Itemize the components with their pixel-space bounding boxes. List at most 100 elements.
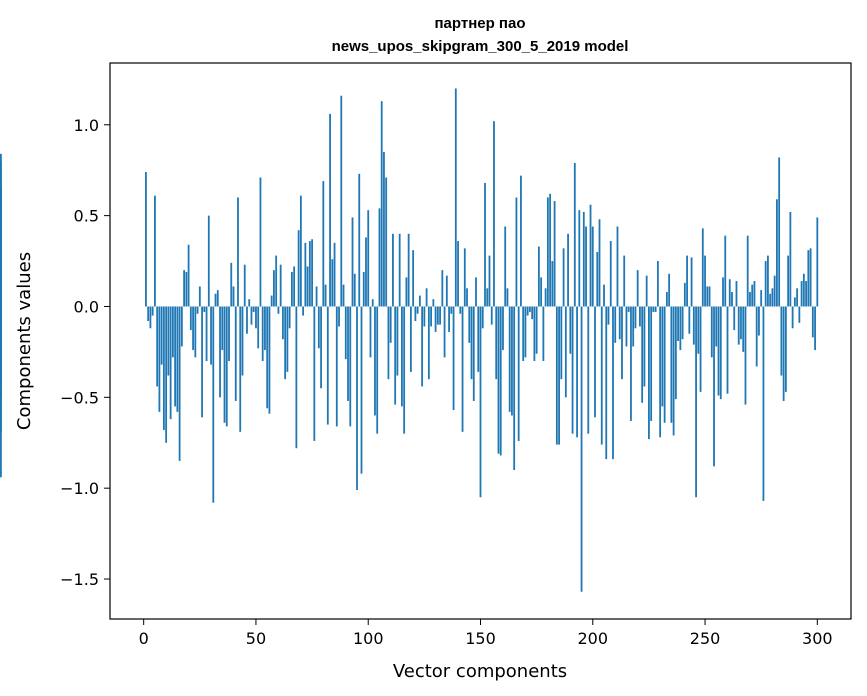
x-tick-label: 150 bbox=[465, 629, 496, 648]
bar-component-97 bbox=[360, 306, 363, 474]
bar-component-184 bbox=[555, 306, 558, 445]
bar-component-99 bbox=[365, 237, 367, 307]
bar-component-111 bbox=[392, 233, 394, 307]
bar-component-257 bbox=[719, 306, 722, 400]
bar-component-246 bbox=[695, 306, 697, 498]
bar-component-25 bbox=[198, 286, 201, 307]
bar-component-208 bbox=[609, 241, 612, 307]
bar-component-195 bbox=[580, 306, 583, 592]
bar-component-58 bbox=[273, 270, 275, 307]
bar-component-252 bbox=[708, 286, 711, 307]
bar-component-181 bbox=[549, 193, 552, 307]
bar-component-203 bbox=[598, 219, 601, 307]
bar-component-253 bbox=[710, 306, 713, 358]
bar-component-238 bbox=[677, 306, 679, 341]
bar-component-196 bbox=[582, 211, 585, 307]
bar-component-57 bbox=[270, 295, 273, 307]
bar-component-250 bbox=[704, 255, 706, 307]
bar-component-140 bbox=[457, 241, 459, 307]
bar-component-282 bbox=[776, 199, 778, 307]
bar-component-272 bbox=[753, 281, 756, 307]
bar-component-7 bbox=[158, 306, 161, 412]
bar-component-274 bbox=[758, 306, 760, 336]
bar-component-154 bbox=[488, 255, 491, 307]
bar-component-261 bbox=[728, 279, 731, 307]
x-tick-label: 300 bbox=[802, 629, 833, 648]
bar-component-281 bbox=[773, 275, 776, 307]
x-tick-label: 0 bbox=[139, 629, 149, 648]
bar-component-288 bbox=[789, 211, 792, 307]
bar-component-180 bbox=[546, 197, 549, 307]
bar-component-6 bbox=[156, 306, 159, 387]
bar-component-113 bbox=[396, 306, 399, 376]
bar-component-229 bbox=[656, 261, 659, 307]
bar-component-237 bbox=[674, 306, 677, 400]
bar-component-284 bbox=[780, 306, 783, 376]
bar-component-40 bbox=[232, 286, 235, 307]
bar-component-299 bbox=[814, 306, 816, 351]
bar-component-226 bbox=[650, 306, 653, 421]
bar-component-42 bbox=[237, 197, 239, 307]
x-axis-ticks: 0 50 100 150 200 250 300 bbox=[139, 619, 833, 648]
bar-component-296 bbox=[807, 250, 810, 307]
bar-component-31 bbox=[212, 306, 215, 503]
bar-component-176 bbox=[537, 246, 540, 307]
bar-component-135 bbox=[445, 275, 448, 307]
bar-component-159 bbox=[499, 306, 502, 456]
bar-component-211 bbox=[616, 226, 619, 307]
bar-component-60 bbox=[277, 306, 280, 314]
bar-component-227 bbox=[652, 306, 655, 312]
bar-component-230 bbox=[659, 306, 662, 438]
bar-component-120 bbox=[412, 250, 415, 307]
bar-component-46 bbox=[246, 306, 248, 334]
bar-component-19 bbox=[185, 271, 188, 307]
chart-title-line2: news_upos_skipgram_300_5_2019 model bbox=[332, 38, 629, 55]
bar-component-52 bbox=[259, 177, 262, 307]
bar-component-72 bbox=[304, 242, 307, 307]
bar-component-104 bbox=[376, 306, 379, 434]
y-tick-label: −0.5 bbox=[60, 388, 99, 407]
bar-component-248 bbox=[699, 306, 702, 392]
bar-component-75 bbox=[311, 239, 313, 307]
bar-component-259 bbox=[724, 235, 727, 307]
bar-component-73 bbox=[306, 266, 309, 307]
bar-component-16 bbox=[178, 306, 181, 461]
bar-component-53 bbox=[261, 306, 264, 361]
bar-component-168 bbox=[520, 175, 522, 307]
bar-component-217 bbox=[630, 306, 632, 421]
bar-component-268 bbox=[744, 306, 747, 405]
bar-component-219 bbox=[634, 306, 637, 329]
bar-component-125 bbox=[423, 306, 426, 327]
bar-component-47 bbox=[248, 299, 251, 307]
bar-component-30 bbox=[210, 306, 212, 365]
bar-component-141 bbox=[459, 306, 462, 314]
bar-component-232 bbox=[663, 306, 666, 423]
bar-component-127 bbox=[427, 306, 430, 380]
bar-component-105 bbox=[378, 208, 381, 307]
bar-component-61 bbox=[279, 264, 282, 307]
bar-component-undefined bbox=[0, 186, 2, 307]
bar-component-101 bbox=[369, 306, 372, 358]
bar-component-82 bbox=[326, 306, 329, 425]
bar-component-9 bbox=[162, 306, 165, 431]
bar-component-234 bbox=[668, 273, 671, 307]
bar-component-258 bbox=[722, 277, 724, 307]
bar-component-149 bbox=[477, 306, 480, 372]
bar-component-13 bbox=[171, 306, 174, 358]
bar-component-15 bbox=[176, 306, 179, 412]
bar-component-106 bbox=[380, 101, 383, 307]
bar-component-115 bbox=[401, 306, 403, 407]
bar-component-254 bbox=[713, 306, 715, 467]
bar-component-112 bbox=[394, 306, 397, 405]
bar-component-244 bbox=[690, 257, 693, 307]
bar-component-155 bbox=[490, 306, 493, 325]
bar-component-27 bbox=[203, 306, 206, 312]
bar-component-166 bbox=[515, 197, 518, 307]
bar-component-206 bbox=[605, 306, 608, 460]
bar-component-11 bbox=[167, 306, 170, 376]
bar-component-122 bbox=[416, 306, 419, 314]
bar-component-152 bbox=[484, 182, 486, 307]
bar-component-263 bbox=[733, 306, 736, 331]
bar-component-191 bbox=[571, 306, 574, 434]
bar-component-35 bbox=[221, 306, 224, 351]
